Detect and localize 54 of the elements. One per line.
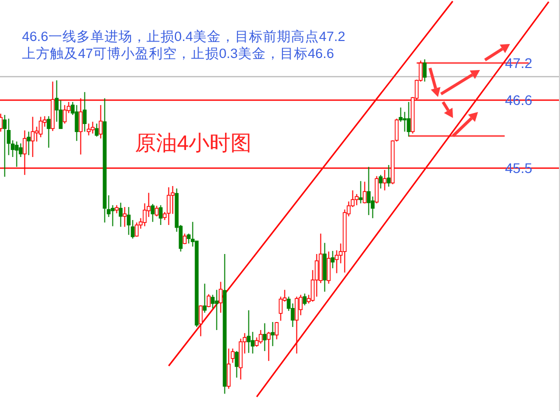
candlestick xyxy=(82,92,87,132)
candlestick xyxy=(30,116,35,158)
candlestick xyxy=(2,114,7,178)
candlestick xyxy=(362,181,367,204)
candlestick xyxy=(402,111,407,132)
candlestick xyxy=(6,118,11,156)
candlestick xyxy=(98,104,103,139)
candlestick xyxy=(266,331,271,362)
candlestick xyxy=(274,322,279,340)
candlestick xyxy=(294,296,299,354)
candlestick xyxy=(226,348,231,390)
candlestick xyxy=(118,202,123,228)
candlestick xyxy=(314,254,319,298)
candlestick xyxy=(302,293,307,306)
candlestick xyxy=(126,206,131,236)
candlestick xyxy=(354,194,359,206)
candlestick xyxy=(166,186,171,226)
candlestick xyxy=(206,294,211,308)
candlestick xyxy=(270,322,275,347)
candlestick xyxy=(46,116,51,148)
candlestick xyxy=(218,281,223,314)
candlestick xyxy=(58,100,63,130)
candlestick xyxy=(358,180,363,204)
candlestick xyxy=(74,104,79,142)
candlestick xyxy=(202,283,207,314)
candlestick xyxy=(158,204,163,226)
candlestick xyxy=(406,101,411,138)
candlestick xyxy=(94,123,99,138)
candlestick xyxy=(330,250,335,269)
candlestick xyxy=(14,141,19,168)
candlestick xyxy=(38,116,43,138)
candlestick xyxy=(366,166,371,216)
candlestick xyxy=(234,350,239,378)
candlestick xyxy=(150,203,155,222)
candlestick xyxy=(154,205,159,217)
candlestick xyxy=(378,174,383,190)
candlestick xyxy=(290,302,295,328)
candlestick xyxy=(326,251,331,284)
annotation: 上方触及47可博小盈利空，止损0.3美金，目标46.6 xyxy=(22,46,334,61)
annotation: 46.6一线多单进场，止损0.4美金，目标前期高点47.2 xyxy=(22,29,346,44)
candlestick xyxy=(134,222,139,238)
candlestick xyxy=(258,330,263,344)
candlestick xyxy=(250,331,255,354)
text: 原油4小时图 xyxy=(135,132,252,155)
candlestick xyxy=(214,289,219,331)
candlestick xyxy=(62,104,67,124)
candlestick xyxy=(26,131,31,156)
candlestick xyxy=(374,176,379,204)
candlestick xyxy=(198,304,203,337)
candlestick xyxy=(18,142,23,158)
candlestick xyxy=(422,58,427,82)
candlestick xyxy=(386,164,391,188)
candlestick xyxy=(230,348,235,364)
candlestick xyxy=(262,322,267,352)
